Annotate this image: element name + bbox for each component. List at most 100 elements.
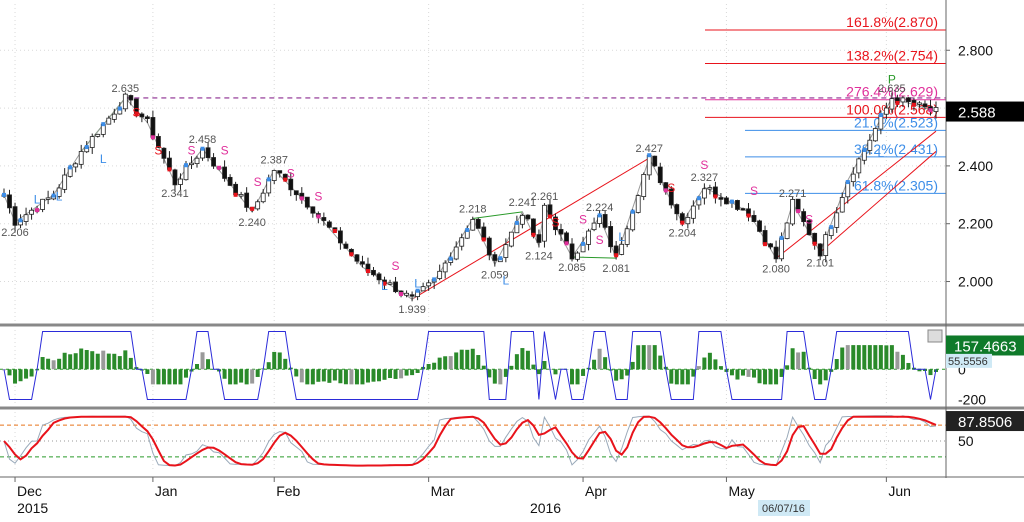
signal-marker: P: [888, 73, 896, 87]
cci-bar: [394, 369, 398, 379]
candle-signal-dot: [928, 108, 932, 112]
cci-value-label: 157.4663: [954, 338, 1017, 355]
candle-signal-dot: [101, 122, 105, 126]
signal-marker: S: [221, 143, 229, 157]
cci-bar: [195, 364, 199, 369]
candle-signal-dot: [813, 242, 817, 246]
candle-body: [636, 196, 640, 213]
cci-secondary-label: 55.5556: [948, 356, 988, 368]
candle-signal-dot: [879, 113, 883, 117]
candle-signal-dot: [598, 213, 602, 217]
candle-signal-dot: [713, 194, 717, 198]
candle-body: [741, 209, 745, 211]
cci-bar: [774, 369, 778, 384]
cci-bar: [680, 369, 684, 384]
month-label: Feb: [276, 483, 300, 499]
candle-signal-dot: [267, 177, 271, 181]
candle-body: [890, 99, 894, 109]
candle-body: [371, 270, 375, 274]
candle-signal-dot: [366, 269, 370, 273]
signal-marker: S: [700, 158, 708, 172]
cci-bar: [636, 345, 640, 369]
candle-body: [752, 215, 756, 221]
cci-bar: [697, 366, 701, 369]
cci-bar: [758, 369, 762, 383]
cci-bar: [90, 351, 94, 369]
candle-body: [46, 198, 50, 200]
cci-bar: [498, 369, 502, 384]
swing-label: 2.101: [806, 257, 834, 269]
cci-bar: [868, 345, 872, 369]
cci-bar: [151, 369, 155, 384]
cci-bar: [895, 352, 899, 370]
cci-bar: [570, 369, 574, 384]
candle-body: [570, 244, 574, 259]
candle-body: [923, 104, 927, 107]
cci-bar: [515, 354, 519, 369]
candle-signal-dot: [184, 163, 188, 167]
cci-bar: [371, 369, 375, 381]
candle-body: [173, 170, 177, 185]
cci-bar: [735, 369, 739, 379]
candle-body: [305, 197, 309, 207]
cci-bar: [802, 352, 806, 369]
cci-bar: [818, 369, 822, 384]
swing-label: 2.635: [112, 83, 140, 95]
candle-body: [74, 164, 78, 167]
candle-body: [559, 229, 563, 234]
candle-body: [151, 117, 155, 137]
candle-body: [63, 175, 67, 189]
cci-bar: [239, 369, 243, 382]
cci-bar: [857, 345, 861, 369]
swing-label: 2.387: [260, 155, 288, 167]
signal-marker: L: [34, 192, 41, 206]
cci-bar: [432, 363, 436, 370]
candle-body: [239, 194, 243, 196]
candle-body: [261, 193, 265, 202]
cci-bar: [145, 369, 149, 374]
candle-body: [438, 271, 442, 278]
candle-body: [702, 189, 706, 198]
cci-bar: [405, 369, 409, 375]
cci-bar: [85, 350, 89, 369]
cci-bar: [890, 345, 894, 369]
candle-signal-dot: [316, 214, 320, 218]
candle-signal-dot: [895, 101, 899, 105]
stoch-value-label: 87.8506: [958, 414, 1012, 431]
swing-label: 2.124: [525, 251, 553, 263]
candle-body: [686, 217, 690, 223]
candle-signal-dot: [482, 237, 486, 241]
cci-bar: [333, 369, 337, 380]
cci-bar: [846, 345, 850, 369]
candle-signal-dot: [85, 145, 89, 149]
candle-body: [184, 165, 188, 179]
cci-bar: [769, 369, 773, 384]
candle-body: [471, 219, 475, 230]
year-label: 2015: [17, 500, 48, 516]
candle-body: [360, 262, 364, 264]
cci-bar: [752, 369, 756, 377]
cci-bar: [184, 369, 188, 377]
cci-bar: [178, 369, 182, 384]
candle-body: [774, 247, 778, 259]
candle-body: [884, 108, 888, 114]
candle-body: [178, 179, 182, 184]
candle-body: [851, 174, 855, 182]
candle-signal-dot: [201, 147, 205, 151]
cci-bar: [366, 369, 370, 382]
cci-bar: [416, 369, 420, 373]
cci-bar: [625, 369, 629, 375]
candle-body: [818, 244, 822, 256]
candle-body: [620, 244, 624, 254]
swing-label: 2.261: [531, 191, 559, 203]
candle-signal-dot: [217, 166, 221, 170]
cci-bar: [118, 356, 122, 369]
fib-level-label: 138.2%(2.754): [846, 48, 938, 64]
candle-body: [421, 287, 425, 291]
cci-bar: [542, 361, 546, 369]
signal-marker: S: [254, 175, 262, 189]
candle-body: [443, 263, 447, 272]
cci-bar: [879, 345, 883, 369]
candle-body: [267, 179, 271, 193]
candle-signal-dot: [68, 165, 72, 169]
